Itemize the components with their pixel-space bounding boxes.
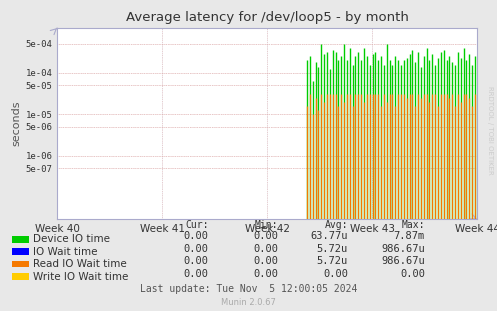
Text: 5.72u: 5.72u [317,256,348,266]
Text: Device IO time: Device IO time [33,234,110,244]
Text: 63.77u: 63.77u [311,231,348,241]
Text: 986.67u: 986.67u [381,244,425,254]
Text: Read IO Wait time: Read IO Wait time [33,259,127,269]
Text: Avg:: Avg: [325,220,348,230]
Text: 0.00: 0.00 [184,269,209,279]
Text: Last update: Tue Nov  5 12:00:05 2024: Last update: Tue Nov 5 12:00:05 2024 [140,284,357,294]
Text: 0.00: 0.00 [323,269,348,279]
Text: 5.72u: 5.72u [317,244,348,254]
Text: 0.00: 0.00 [184,244,209,254]
Text: Write IO Wait time: Write IO Wait time [33,272,129,282]
Title: Average latency for /dev/loop5 - by month: Average latency for /dev/loop5 - by mont… [126,11,409,24]
Text: 0.00: 0.00 [253,231,278,241]
Text: Max:: Max: [402,220,425,230]
Text: 986.67u: 986.67u [381,256,425,266]
Text: 0.00: 0.00 [400,269,425,279]
Text: Min:: Min: [255,220,278,230]
Text: Cur:: Cur: [185,220,209,230]
Text: 0.00: 0.00 [253,269,278,279]
Y-axis label: seconds: seconds [11,101,21,146]
Text: 7.87m: 7.87m [394,231,425,241]
Text: 0.00: 0.00 [253,244,278,254]
Text: 0.00: 0.00 [184,256,209,266]
Text: 0.00: 0.00 [253,256,278,266]
Text: IO Wait time: IO Wait time [33,247,98,257]
Text: 0.00: 0.00 [184,231,209,241]
Text: RRDTOOL / TOBI OETIKER: RRDTOOL / TOBI OETIKER [487,86,493,175]
Text: Munin 2.0.67: Munin 2.0.67 [221,298,276,307]
